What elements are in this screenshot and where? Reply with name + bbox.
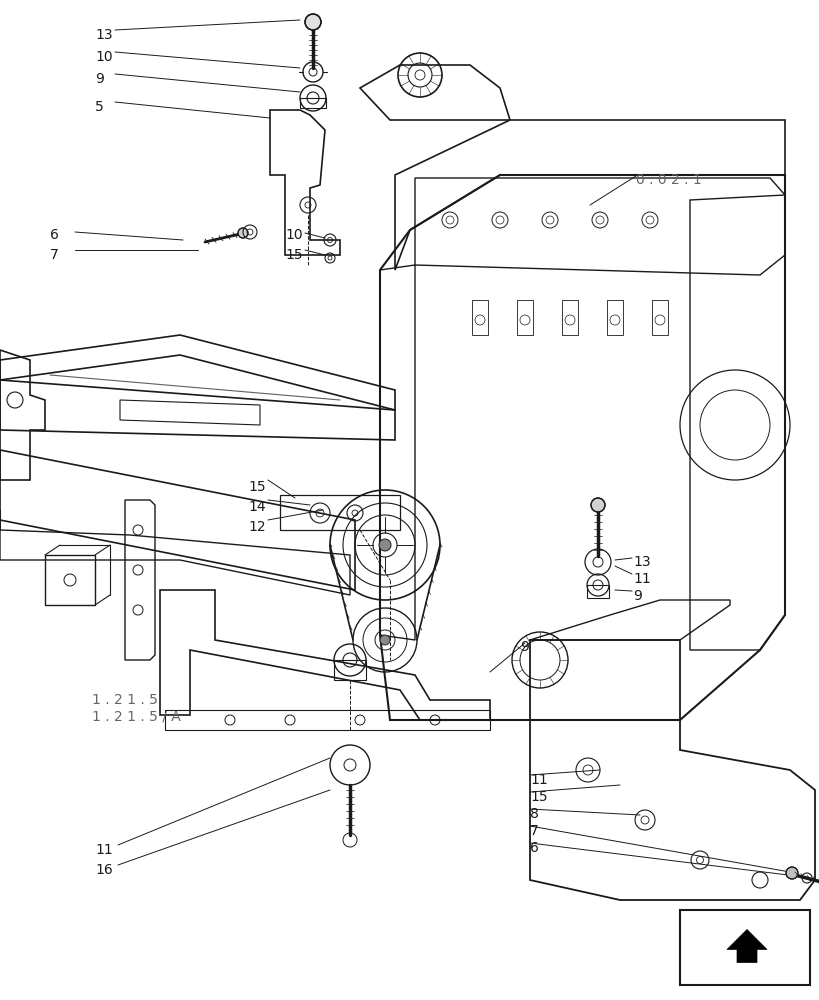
Text: 9: 9 [632,589,641,603]
Bar [516,300,532,335]
Text: 7: 7 [529,824,538,838]
Circle shape [378,539,391,551]
Text: 15: 15 [247,480,265,494]
Circle shape [379,635,390,645]
Bar [279,495,400,530]
Bar [651,300,667,335]
Text: 7: 7 [50,248,59,262]
Text: 1 . 2 1 . 5: 1 . 2 1 . 5 [92,693,158,707]
Text: 6: 6 [50,228,59,242]
Text: 11: 11 [529,773,547,787]
Bar [679,910,809,985]
Bar [472,300,487,335]
Circle shape [590,498,604,512]
Text: 13: 13 [95,28,112,42]
Text: 15: 15 [529,790,547,804]
Circle shape [238,228,247,238]
Text: 10: 10 [285,228,302,242]
Text: 12: 12 [247,520,265,534]
Text: 10: 10 [95,50,112,64]
Circle shape [785,867,797,879]
Text: 5: 5 [95,100,104,114]
Bar [561,300,577,335]
Bar [606,300,622,335]
Text: 0 . 0 2 . 1: 0 . 0 2 . 1 [636,173,701,187]
Circle shape [305,14,320,30]
Polygon shape [726,929,766,962]
Text: 11: 11 [95,843,113,857]
Text: 9: 9 [95,72,104,86]
Text: 9: 9 [519,640,528,654]
Text: 1 . 2 1 . 5 / A: 1 . 2 1 . 5 / A [92,710,180,724]
Text: 8: 8 [529,807,538,821]
Text: 13: 13 [632,555,649,569]
Text: 16: 16 [95,863,113,877]
Text: 6: 6 [529,841,538,855]
Text: 11: 11 [632,572,650,586]
Text: 14: 14 [247,500,265,514]
Text: 15: 15 [285,248,302,262]
